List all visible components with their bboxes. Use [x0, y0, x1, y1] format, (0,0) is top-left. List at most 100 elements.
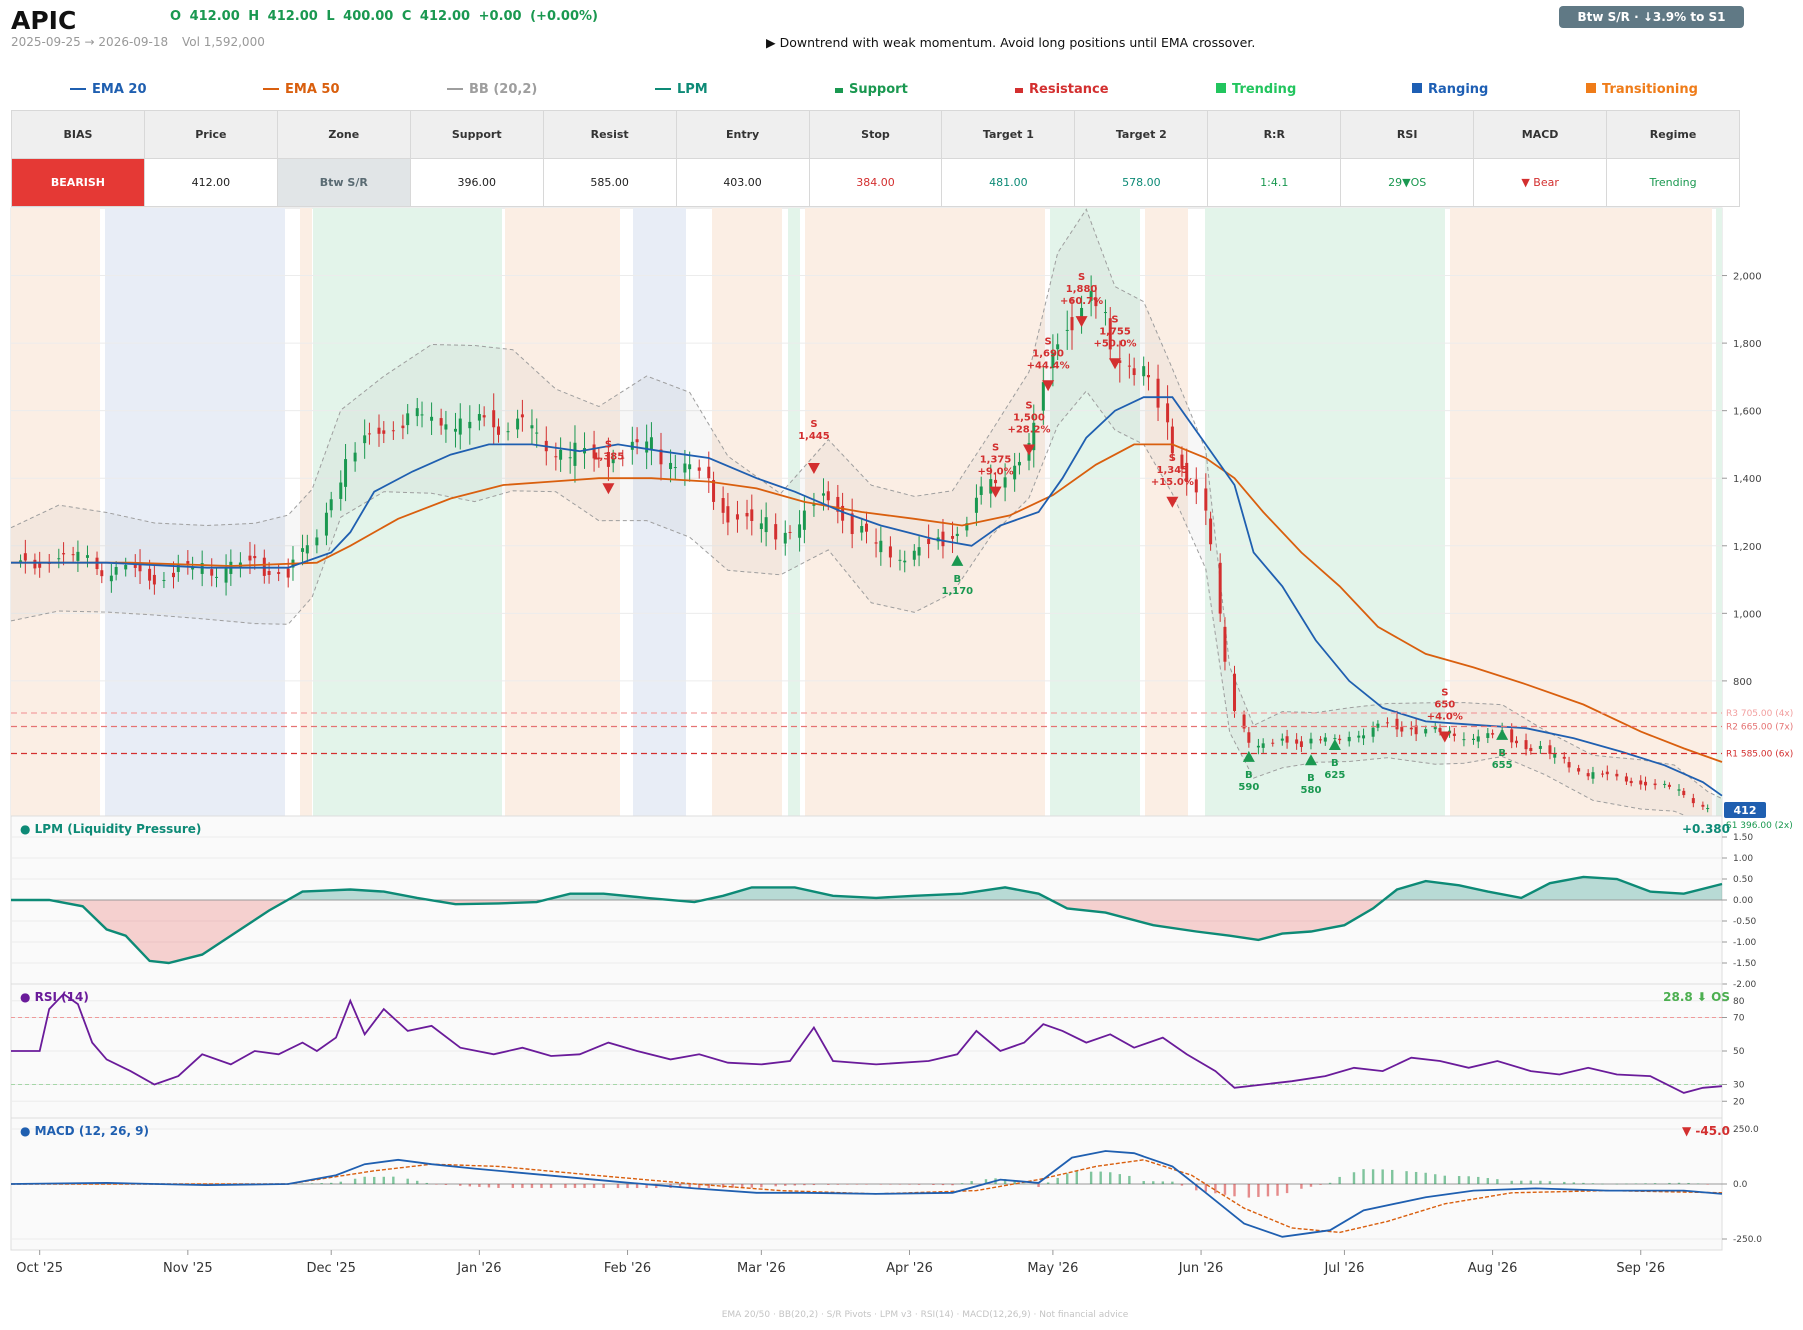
macd-histogram-bar [1477, 1176, 1480, 1184]
macd-histogram-bar [1152, 1181, 1155, 1184]
signal-side-label: S [605, 439, 612, 450]
macd-histogram-bar [1257, 1184, 1260, 1197]
legend-label: BB (20,2) [469, 82, 538, 97]
signal-pct-label: +4.0% [1427, 712, 1463, 723]
legend-swatch [70, 87, 86, 90]
candle-body [1624, 776, 1628, 782]
candle-body [974, 497, 978, 513]
y-tick-label: 70 [1733, 1014, 1745, 1024]
legend-swatch [1015, 88, 1023, 93]
candle-body [516, 418, 520, 430]
macd-histogram-bar [812, 1184, 816, 1186]
legend-label: Trending [1232, 82, 1297, 97]
candle-body [62, 553, 66, 555]
macd-histogram-bar [478, 1184, 481, 1187]
signal-price-label: 1,755 [1099, 326, 1131, 337]
candle-body [1051, 352, 1055, 369]
lpm-line [11, 875, 1723, 965]
candle-body [1629, 780, 1633, 784]
candle-body [85, 555, 89, 558]
signal-side-label: S [1441, 688, 1448, 699]
candle-body [114, 566, 118, 575]
legend-swatch [1216, 83, 1226, 93]
candle-body [865, 523, 868, 532]
candle-body [1663, 783, 1667, 785]
candle-body [1333, 738, 1337, 740]
macd-histogram-bar [1457, 1176, 1461, 1184]
candle-body [764, 517, 768, 533]
col-header-resist: Resist [542, 110, 677, 159]
candle-body [520, 414, 524, 418]
col-header-zone: Zone [276, 110, 411, 159]
candle-body [1476, 736, 1480, 742]
candle-body [253, 556, 257, 559]
macd-histogram-bar [741, 1184, 744, 1188]
x-tick-label: Aug '26 [1468, 1261, 1518, 1276]
signal-side-label: S [1025, 400, 1032, 411]
macd-histogram-bar [1013, 1181, 1016, 1184]
candle-body [301, 548, 305, 552]
macd-histogram-bar [530, 1184, 534, 1188]
sell-signal-marker [1075, 316, 1088, 328]
macd-histogram-bar [960, 1183, 964, 1184]
position-badge: Btw S/R · ↓3.9% to S1 [1559, 6, 1744, 28]
candle-body [1395, 718, 1399, 730]
y-tick-label: 0.50 [1733, 875, 1753, 885]
regime-band [105, 208, 285, 816]
rsi-title: ● RSI (14) [20, 990, 89, 1004]
candle-body [200, 563, 204, 574]
legend-item-transitioning: Transitioning [1586, 82, 1698, 97]
candle-body [1319, 739, 1323, 741]
candle-body [38, 562, 42, 568]
candle-body [1295, 739, 1299, 744]
x-tick-label: Feb '26 [604, 1261, 651, 1276]
cell-target-2: 578.00 [1074, 158, 1209, 207]
col-header-support: Support [409, 110, 544, 159]
candle-body [788, 531, 792, 533]
sell-signal-marker [1042, 380, 1055, 392]
macd-histogram-bar [1687, 1182, 1690, 1184]
candle-body [224, 567, 228, 583]
y-tick-label: -2.00 [1733, 980, 1757, 990]
macd-histogram-bar [373, 1176, 376, 1184]
x-tick-label: May '26 [1027, 1261, 1078, 1276]
macd-histogram-bar [889, 1184, 892, 1185]
candle-body [305, 545, 309, 554]
cell-zone: Btw S/R [276, 158, 411, 207]
cell-bias: BEARISH [11, 158, 145, 207]
macd-histogram-bar [1214, 1184, 1217, 1194]
candle-body [1166, 403, 1170, 423]
candle-body [850, 513, 854, 535]
candle-body [176, 564, 180, 572]
legend-swatch [263, 87, 279, 90]
macd-histogram-bar [1496, 1179, 1499, 1184]
macd-histogram-bar [1233, 1184, 1236, 1197]
macd-histogram-bar [836, 1184, 840, 1185]
cell-resist: 585.00 [542, 158, 677, 207]
candle-body [994, 479, 998, 484]
candle-body [874, 542, 878, 544]
candle-body [1553, 753, 1557, 758]
legend-swatch [835, 88, 843, 93]
macd-histogram-bar [941, 1184, 945, 1186]
macd-histogram-bar [564, 1184, 567, 1188]
lpm-positive-area [11, 876, 1722, 900]
candle-body [1118, 360, 1122, 363]
signal-pct-label: +60.7% [1060, 296, 1103, 307]
candle-body [1514, 740, 1518, 744]
cell-rsi: 29▼OS [1340, 158, 1475, 207]
candle-body [1424, 729, 1428, 734]
macd-histogram-bar [459, 1184, 462, 1186]
candle-body [965, 523, 969, 531]
macd-histogram-bar [917, 1184, 921, 1185]
candle-body [1233, 673, 1237, 712]
macd-histogram-bar [908, 1184, 911, 1185]
ema20-line [11, 396, 1723, 797]
legend: EMA 20 EMA 50 BB (20,2) LPM Support Resistanc… [0, 76, 1740, 104]
candle-body [1591, 772, 1595, 779]
signal-price-label: 625 [1324, 770, 1345, 781]
signal-price-label: 1,500 [1013, 412, 1045, 423]
signal-price-label: 1,880 [1066, 284, 1098, 295]
candle-body [989, 479, 993, 494]
candle-body [109, 575, 113, 582]
